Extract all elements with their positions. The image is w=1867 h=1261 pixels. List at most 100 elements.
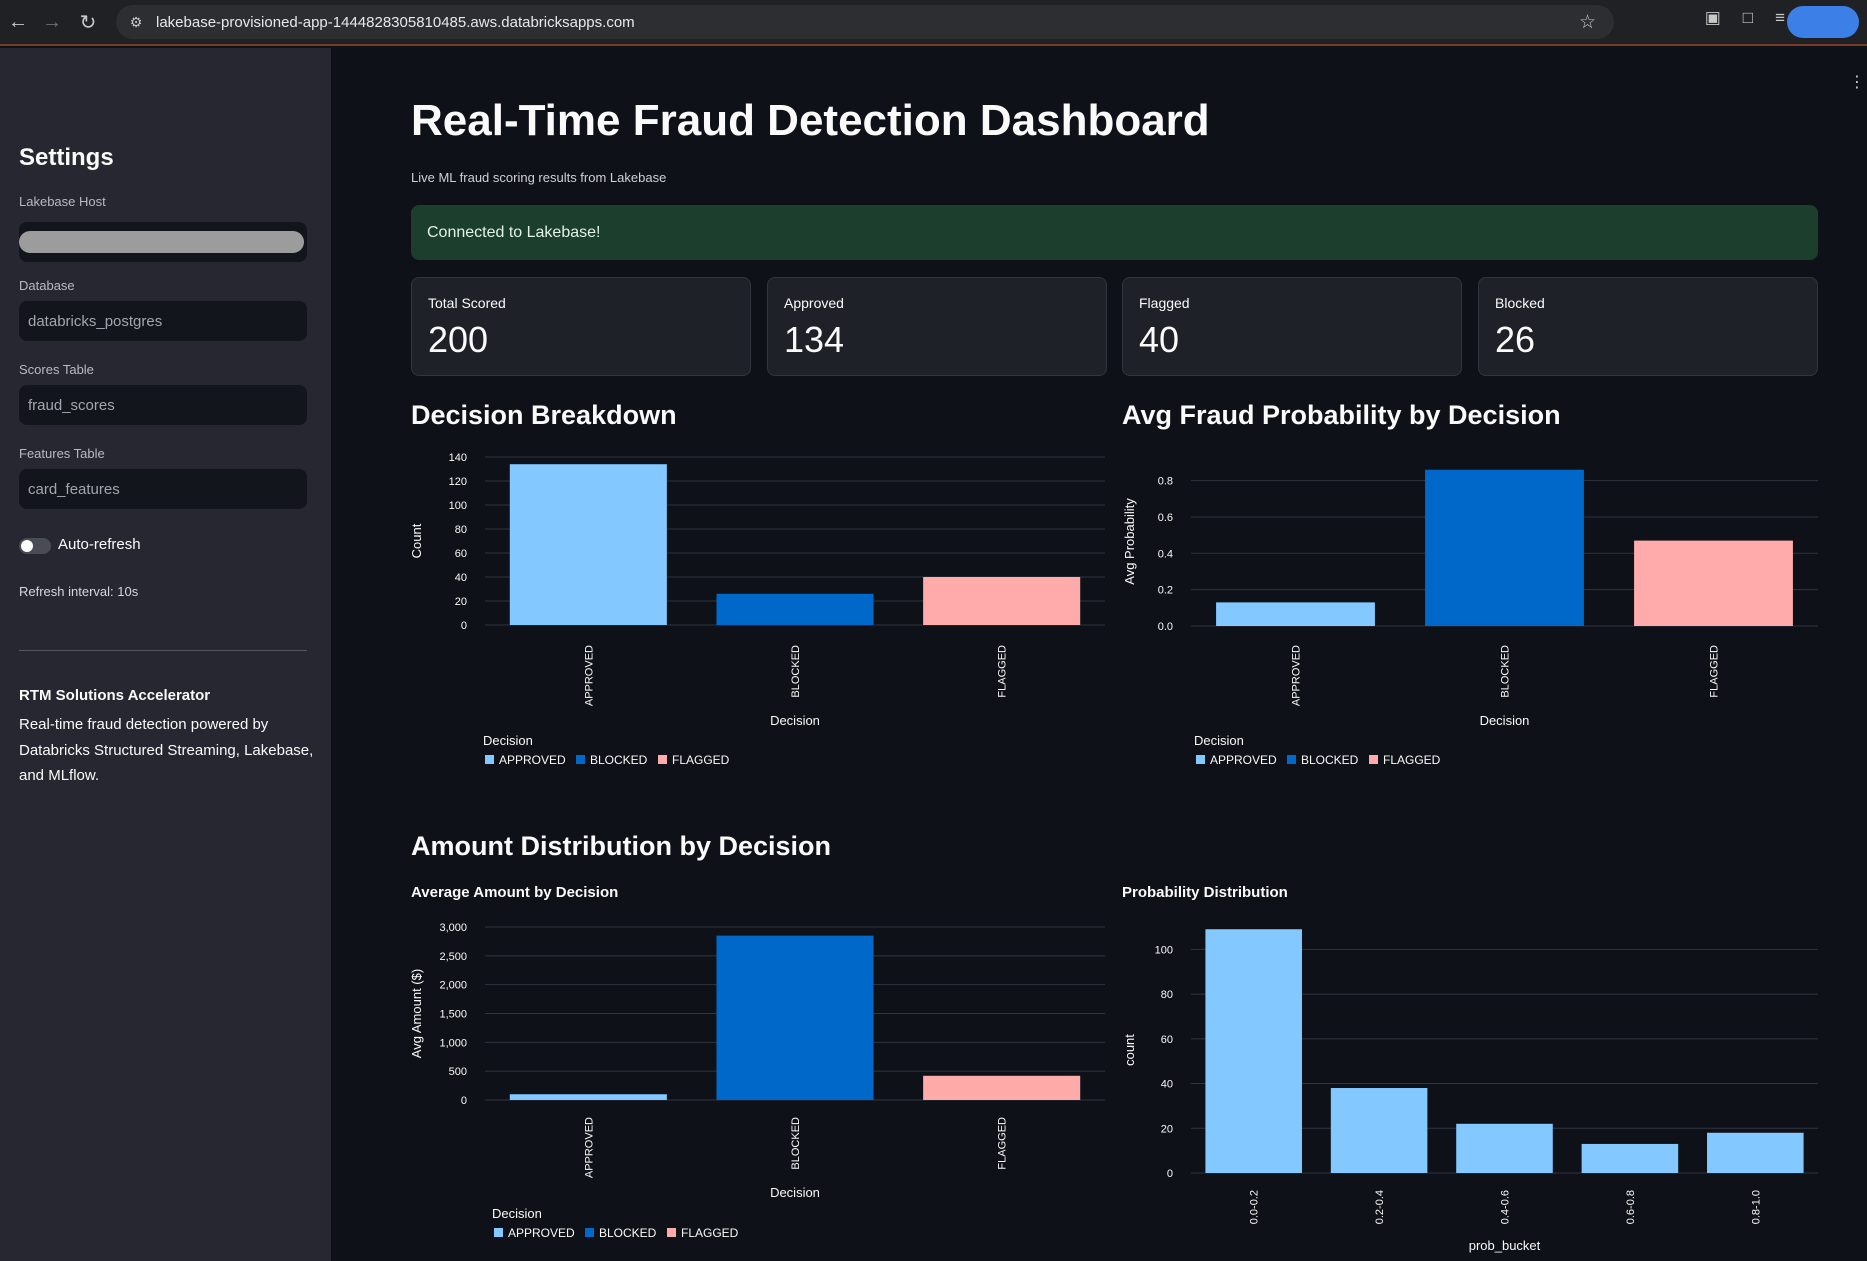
forward-icon[interactable]: → [42, 10, 62, 33]
metric-label: Flagged [1139, 295, 1190, 311]
y-tick-label: 100 [449, 500, 467, 512]
x-tick-label: FLAGGED [997, 645, 1009, 698]
bar-approved [509, 464, 667, 625]
metric-value: 40 [1139, 319, 1180, 360]
bar-0.0-0.2 [1205, 929, 1302, 1173]
legend-swatch-flagged [658, 755, 667, 764]
bar-approved [1216, 602, 1375, 626]
auto-refresh-toggle[interactable] [19, 538, 51, 554]
x-tick-label: BLOCKED [1500, 645, 1512, 698]
reload-icon[interactable]: ↻ [79, 11, 97, 34]
probability-distribution-chart: 0 20 40 60 80 100 0.0-0.2 0.2-0.4 0.4-0.6 0.6-0.8… [1122, 929, 1818, 1253]
y-tick-label: 20 [1161, 1123, 1173, 1135]
x-tick-label: FLAGGED [997, 1117, 1009, 1170]
legend-swatch-approved [494, 1228, 503, 1237]
y-tick-label: 60 [1161, 1034, 1173, 1046]
y-tick-label: 0.6 [1158, 512, 1173, 524]
avg-probability-chart: 0.0 0.2 0.4 0.6 0.8 APPROVED BLOCKED FLAGGED Dec… [1122, 469, 1818, 767]
legend-label-flagged: FLAGGED [681, 1226, 739, 1240]
y-tick-label: 20 [455, 596, 467, 608]
legend-label-flagged: FLAGGED [672, 753, 730, 767]
y-tick-label: 0 [461, 1095, 467, 1107]
back-icon[interactable]: ← [8, 10, 28, 33]
refresh-interval-text: Refresh interval: 10s [19, 584, 139, 599]
bar-flagged [923, 1075, 1081, 1100]
main-menu-icon[interactable]: ⋮ [1849, 74, 1865, 91]
lakebase-host-label: Lakebase Host [19, 194, 106, 209]
extensions-icon[interactable]: ▣ [1704, 8, 1721, 27]
bar-blocked [716, 593, 874, 625]
y-tick-label: 3,000 [439, 922, 467, 934]
legend-title: Decision [1194, 733, 1244, 748]
y-tick-label: 60 [455, 548, 467, 560]
bookmark-star-icon[interactable]: ☆ [1578, 12, 1596, 33]
profile-button[interactable] [1787, 6, 1859, 38]
metric-flagged: Flagged 40 [1122, 277, 1462, 376]
probability-distribution-subheading: Probability Distribution [1122, 884, 1288, 901]
y-tick-label: 2,500 [439, 951, 467, 963]
url-text[interactable]: lakebase-provisioned-app-144482830581048… [156, 13, 635, 31]
legend-swatch-flagged [1369, 755, 1378, 764]
legend-label-approved: APPROVED [508, 1226, 575, 1240]
metric-value: 26 [1495, 319, 1536, 360]
redacted-value [19, 231, 304, 253]
scores-table-input[interactable]: fraud_scores [19, 385, 307, 425]
x-axis-title: prob_bucket [1469, 1238, 1541, 1253]
reading-list-icon[interactable]: ≡ [1775, 8, 1785, 27]
auto-refresh-label: Auto-refresh [58, 536, 141, 553]
features-table-label: Features Table [19, 446, 105, 461]
legend-label-blocked: BLOCKED [590, 753, 648, 767]
database-input[interactable]: databricks_postgres [19, 301, 307, 341]
metric-total-scored: Total Scored 200 [411, 277, 751, 376]
about-title: RTM Solutions Accelerator [19, 687, 211, 704]
x-tick-label: 0.2-0.4 [1374, 1190, 1386, 1224]
y-tick-label: 0 [461, 620, 467, 632]
y-tick-label: 0 [1167, 1168, 1173, 1180]
y-tick-label: 0.0 [1158, 621, 1173, 633]
legend-title: Decision [483, 733, 533, 748]
y-axis-title: count [1122, 1034, 1137, 1066]
legend-label-approved: APPROVED [499, 753, 566, 767]
lens-icon[interactable]: □ [1742, 8, 1754, 27]
legend-swatch-blocked [585, 1228, 594, 1237]
legend-label-blocked: BLOCKED [599, 1226, 657, 1240]
sidebar: Settings Lakebase Host Database databric… [0, 48, 331, 1261]
legend-swatch-blocked [576, 755, 585, 764]
metric-label: Total Scored [428, 295, 506, 311]
y-tick-label: 1,000 [439, 1037, 467, 1049]
y-tick-label: 500 [449, 1066, 467, 1078]
bar-0.4-0.6 [1456, 1123, 1553, 1173]
y-tick-label: 100 [1155, 944, 1173, 956]
metric-label: Blocked [1495, 295, 1545, 311]
site-info-icon[interactable]: ⚙ [129, 13, 143, 30]
browser-actions: ▣ □ ≡ [1705, 8, 1785, 28]
x-axis-title: Decision [770, 713, 820, 728]
decision-breakdown-chart: 0 20 40 60 80 100 120 140 APPROVED BLOCKED FLAGGED… [409, 452, 1105, 767]
address-bar[interactable]: ⚙ lakebase-provisioned-app-1444828305810… [116, 5, 1614, 39]
x-tick-label: FLAGGED [1709, 645, 1721, 698]
features-table-input[interactable]: card_features [19, 469, 307, 509]
legend-swatch-flagged [667, 1228, 676, 1237]
x-tick-label: BLOCKED [790, 645, 802, 698]
average-amount-subheading: Average Amount by Decision [411, 884, 619, 901]
y-tick-label: 0.4 [1158, 548, 1173, 560]
bar-flagged [1634, 540, 1793, 626]
bar-blocked [716, 935, 874, 1100]
y-tick-label: 1,500 [439, 1009, 467, 1021]
x-tick-label: BLOCKED [790, 1117, 802, 1170]
browser-toolbar: ← → ↻ ⚙ lakebase-provisioned-app-1444828… [0, 0, 1867, 46]
x-tick-label: APPROVED [583, 1117, 595, 1178]
scores-table-label: Scores Table [19, 362, 94, 377]
x-axis-title: Decision [1480, 713, 1530, 728]
y-tick-label: 40 [455, 572, 467, 584]
lakebase-host-input[interactable] [19, 222, 307, 262]
y-tick-label: 140 [449, 452, 467, 464]
y-axis-title: Count [409, 523, 424, 558]
y-tick-label: 80 [455, 524, 467, 536]
metric-value: 200 [428, 319, 489, 360]
bar-flagged [923, 577, 1081, 625]
legend-swatch-approved [1196, 755, 1205, 764]
bar-approved [509, 1094, 667, 1100]
x-axis-title: Decision [770, 1185, 820, 1200]
toggle-knob [21, 540, 33, 552]
